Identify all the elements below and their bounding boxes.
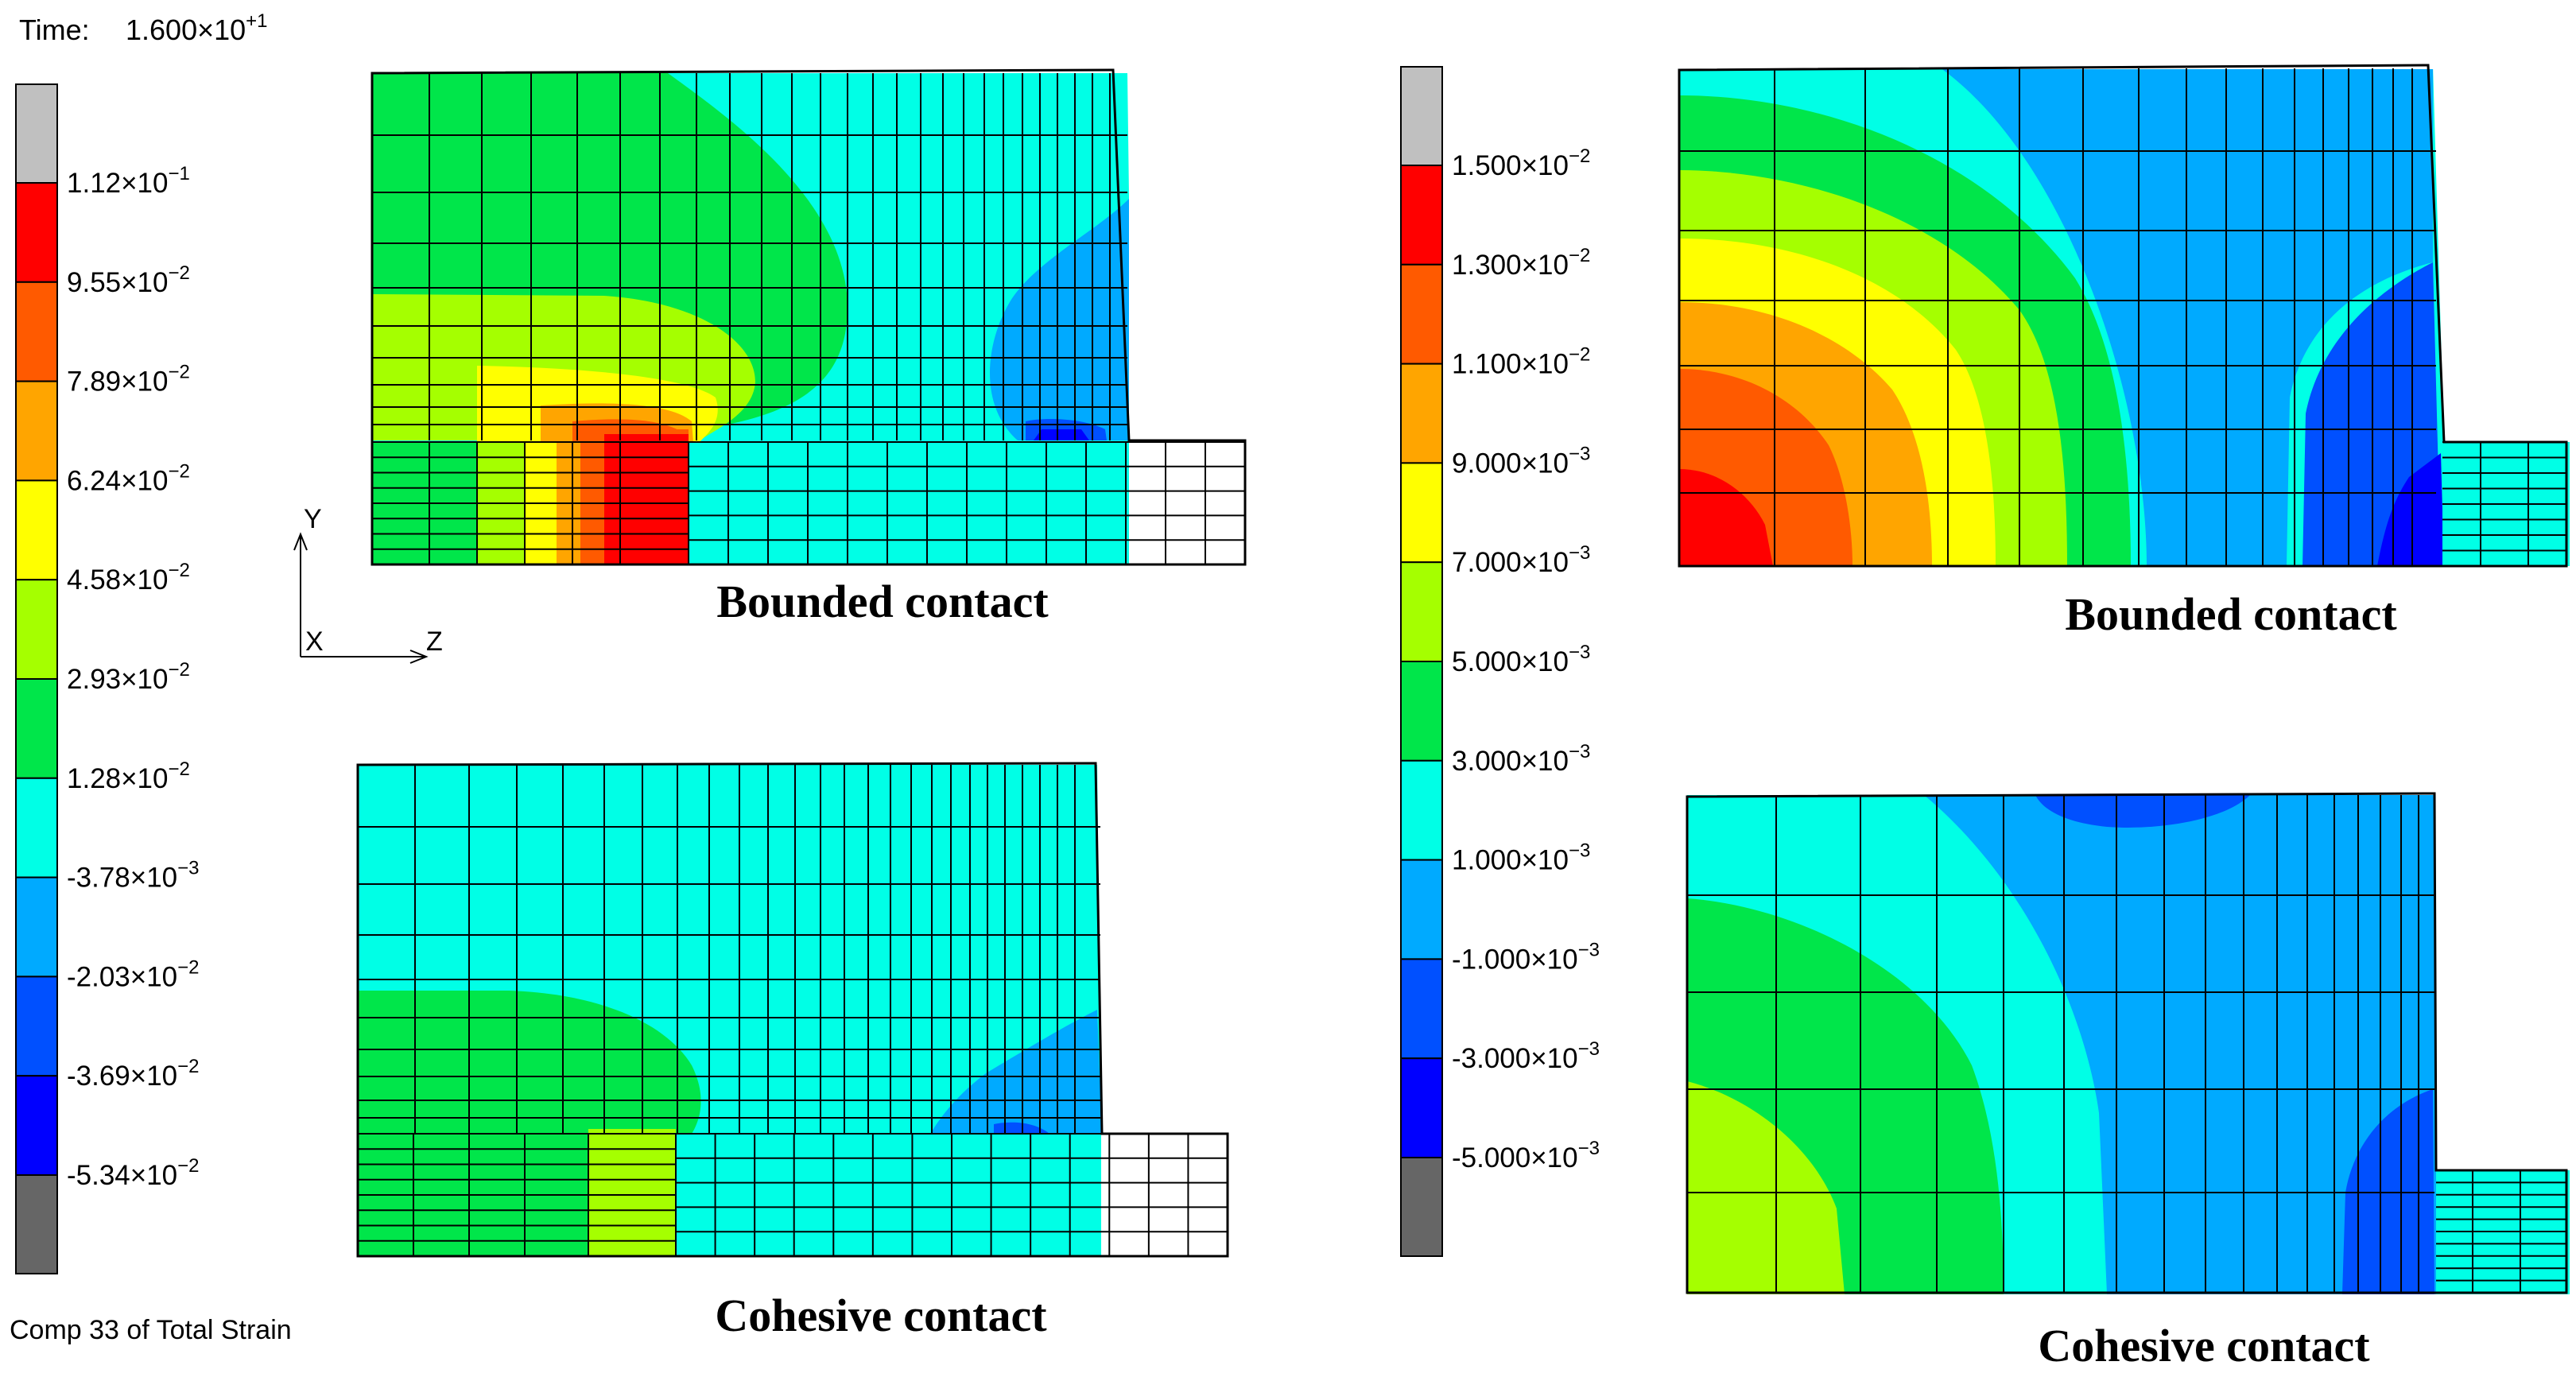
left-colorbar-band (15, 976, 58, 1077)
left-colorbar-band (15, 579, 58, 681)
right-colorbar-band (1400, 1057, 1443, 1158)
y-axis-label: Y (304, 504, 322, 534)
right-colorbar-band (1400, 661, 1443, 762)
left-bottom-contour-plot (356, 762, 1229, 1258)
right-colorbar-bottom-swatch (1400, 1157, 1443, 1257)
axis-triad (293, 532, 429, 664)
right-colorbar-band (1400, 165, 1443, 266)
right-colorbar-label: 1.500×10−2 (1452, 145, 1590, 181)
left-colorbar-label: -3.69×10−2 (67, 1056, 200, 1092)
right-colorbar-label: 9.000×10−3 (1452, 443, 1590, 479)
left-colorbar-label: 4.58×10−2 (67, 560, 190, 595)
left-colorbar-label: -5.34×10−2 (67, 1155, 200, 1191)
left-colorbar-label: 7.89×10−2 (67, 362, 190, 398)
right-colorbar-label: 7.000×10−3 (1452, 542, 1590, 578)
right-colorbar-band (1400, 859, 1443, 960)
right-colorbar-band (1400, 462, 1443, 564)
y-axis-arrowhead (293, 532, 308, 551)
left-bottom-caption: Cohesive contact (715, 1290, 1047, 1341)
z-axis-arrowhead (409, 650, 429, 664)
left-colorbar-bottom-swatch (15, 1174, 58, 1274)
left-colorbar-label: -3.78×10−3 (67, 858, 200, 894)
left-colorbar-band (15, 678, 58, 779)
left-colorbar-labels: 1.12×10−1 9.55×10−2 7.89×10−2 6.24×10−2 4.58… (67, 163, 200, 1191)
left-colorbar-band (15, 182, 58, 283)
left-colorbar-label: 2.93×10−2 (67, 659, 190, 695)
right-colorbar-labels: 1.500×10−2 1.300×10−2 1.100×10−2 9.000×10−3… (1452, 145, 1600, 1173)
left-top-caption: Bounded contact (716, 576, 1049, 627)
left-colorbar-band (15, 281, 58, 382)
right-colorbar-band (1400, 363, 1443, 464)
right-colorbar-band (1400, 263, 1443, 365)
right-bottom-contour-plot (1686, 792, 2570, 1294)
right-top-contour-plot (1678, 64, 2570, 568)
right-colorbar-band (1400, 958, 1443, 1060)
left-colorbar-band (15, 777, 58, 879)
left-colorbar-label: 1.12×10−1 (67, 163, 190, 199)
left-colorbar-top-swatch (15, 83, 58, 184)
left-colorbar-label: -2.03×10−2 (67, 956, 200, 992)
right-colorbar-top-swatch (1400, 66, 1443, 166)
left-top-contour-plot (370, 68, 1247, 566)
x-axis-label: X (305, 626, 324, 657)
right-colorbar-label: -3.000×10−3 (1452, 1038, 1600, 1074)
right-bottom-caption: Cohesive contact (2038, 1320, 2370, 1371)
right-colorbar-band (1400, 759, 1443, 861)
time-label: Time: (19, 14, 90, 46)
left-colorbar-label: 6.24×10−2 (67, 460, 190, 496)
left-colorbar-band (15, 479, 58, 581)
component-label: Comp 33 of Total Strain (10, 1315, 292, 1345)
left-colorbar-label: 1.28×10−2 (67, 758, 190, 794)
left-colorbar-band (15, 1075, 58, 1176)
right-colorbar-label: 1.100×10−2 (1452, 344, 1590, 380)
right-colorbar-label: 1.000×10−3 (1452, 840, 1590, 876)
right-colorbar-label: 1.300×10−2 (1452, 245, 1590, 281)
right-top-caption: Bounded contact (2065, 588, 2397, 640)
right-colorbar-label: -1.000×10−3 (1452, 939, 1600, 975)
right-colorbar-label: 5.000×10−3 (1452, 642, 1590, 677)
right-colorbar-label: -5.000×10−3 (1452, 1138, 1600, 1173)
left-colorbar-band (15, 380, 58, 482)
left-colorbar-band (15, 876, 58, 978)
left-colorbar-label: 9.55×10−2 (67, 262, 190, 298)
z-axis-label: Z (426, 626, 443, 657)
left-colorbar (15, 83, 58, 1274)
right-colorbar-band (1400, 561, 1443, 663)
time-value: 1.600×10+1 (126, 10, 268, 46)
right-colorbar-label: 3.000×10−3 (1452, 741, 1590, 777)
right-colorbar (1400, 66, 1443, 1257)
